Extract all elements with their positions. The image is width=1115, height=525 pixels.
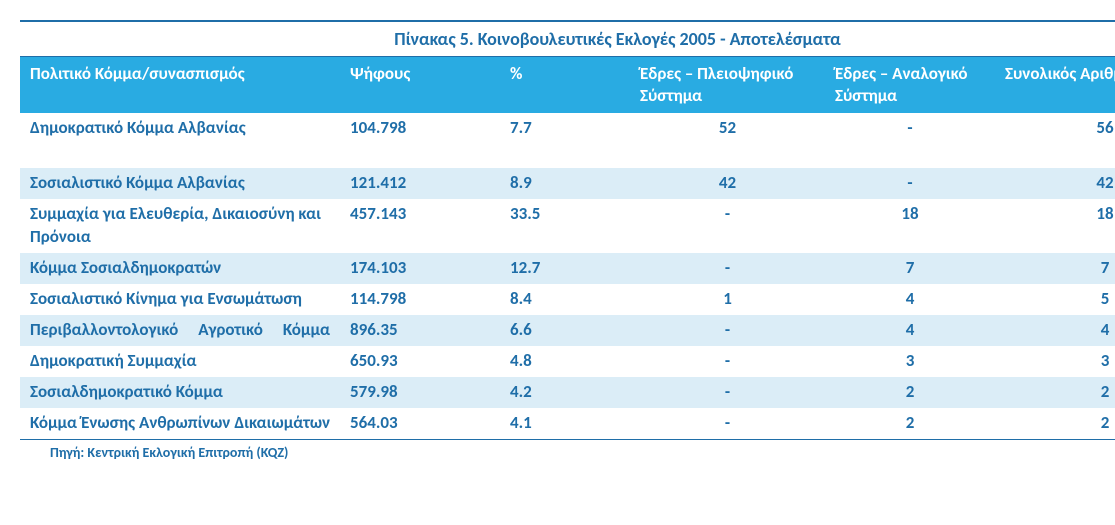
cell: 3: [995, 346, 1115, 377]
cell: 8.4: [500, 284, 630, 315]
cell: 42: [995, 168, 1115, 199]
cell: Κόμμα Σοσιαλδημοκρατών: [20, 253, 340, 284]
col-party: Πολιτικό Κόμμα/συνασπισμός: [20, 57, 340, 113]
cell: 174.103: [340, 253, 500, 284]
cell: -: [630, 315, 825, 346]
source-text: Πηγή: Κεντρική Εκλογική Επιτροπή (KQZ): [20, 439, 1115, 466]
col-percent: %: [500, 57, 630, 113]
cell: 4: [825, 315, 995, 346]
cell: 7: [995, 253, 1115, 284]
cell: Σοσιαλιστικό Κόμμα Αλβανίας: [20, 168, 340, 199]
cell: 8.9: [500, 168, 630, 199]
cell: -: [825, 168, 995, 199]
table-row: Περιβαλλοντολογικό Αγροτικό Κόμμα896.356…: [20, 315, 1115, 346]
source-row: Πηγή: Κεντρική Εκλογική Επιτροπή (KQZ): [20, 439, 1115, 466]
cell: Σοσιαλδημοκρατικό Κόμμα: [20, 377, 340, 408]
cell: 4.2: [500, 377, 630, 408]
cell: 121.412: [340, 168, 500, 199]
cell: Δημοκρατικό Κόμμα Αλβανίας: [20, 113, 340, 168]
cell: 1: [630, 284, 825, 315]
cell: 7.7: [500, 113, 630, 168]
cell: 4: [825, 284, 995, 315]
col-seats-total: Συνολικός Αριθμός Εδρών: [995, 57, 1115, 113]
cell: -: [630, 408, 825, 439]
cell: 56: [995, 113, 1115, 168]
cell: 2: [995, 408, 1115, 439]
cell: -: [630, 346, 825, 377]
cell: 2: [995, 377, 1115, 408]
cell: 3: [825, 346, 995, 377]
cell: Περιβαλλοντολογικό Αγροτικό Κόμμα: [20, 315, 340, 346]
cell: 564.03: [340, 408, 500, 439]
col-seats-prop: Έδρες – Αναλογικό Σύστημα: [825, 57, 995, 113]
cell: 42: [630, 168, 825, 199]
cell: 18: [825, 199, 995, 253]
cell: Δημοκρατική Συμμαχία: [20, 346, 340, 377]
cell: 7: [825, 253, 995, 284]
col-seats-major: Έδρες – Πλειοψηφικό Σύστημα: [630, 57, 825, 113]
cell: 114.798: [340, 284, 500, 315]
cell: Κόμμα Ένωσης Ανθρωπίνων Δικαιωμάτων: [20, 408, 340, 439]
cell: 12.7: [500, 253, 630, 284]
cell: 4: [995, 315, 1115, 346]
cell: 4.8: [500, 346, 630, 377]
table-row: Κόμμα Ένωσης Ανθρωπίνων Δικαιωμάτων564.0…: [20, 408, 1115, 439]
cell: 104.798: [340, 113, 500, 168]
election-results-table: Πίνακας 5. Κοινοβουλευτικές Εκλογές 2005…: [20, 20, 1095, 466]
table-row: Δημοκρατική Συμμαχία650.934.8-33: [20, 346, 1115, 377]
cell: 457.143: [340, 199, 500, 253]
table-row: Δημοκρατικό Κόμμα Αλβανίας104.7987.752-5…: [20, 113, 1115, 168]
cell: 5: [995, 284, 1115, 315]
cell: -: [630, 253, 825, 284]
cell: 650.93: [340, 346, 500, 377]
table-row: Κόμμα Σοσιαλδημοκρατών174.10312.7-77: [20, 253, 1115, 284]
cell: 2: [825, 377, 995, 408]
cell: 896.35: [340, 315, 500, 346]
table-row: Συμμαχία για Ελευθερία, Δικαιοσύνη και Π…: [20, 199, 1115, 253]
table-row: Σοσιαλιστικό Κόμμα Αλβανίας121.4128.942-…: [20, 168, 1115, 199]
cell: Συμμαχία για Ελευθερία, Δικαιοσύνη και Π…: [20, 199, 340, 253]
cell: -: [630, 377, 825, 408]
cell: Σοσιαλιστικό Κίνημα για Ενσωμάτωση: [20, 284, 340, 315]
cell: -: [630, 199, 825, 253]
cell: 6.6: [500, 315, 630, 346]
cell: 18: [995, 199, 1115, 253]
table-row: Σοσιαλιστικό Κίνημα για Ενσωμάτωση114.79…: [20, 284, 1115, 315]
table: Πίνακας 5. Κοινοβουλευτικές Εκλογές 2005…: [20, 20, 1115, 466]
cell: 52: [630, 113, 825, 168]
cell: 2: [825, 408, 995, 439]
table-row: Σοσιαλδημοκρατικό Κόμμα579.984.2-22: [20, 377, 1115, 408]
cell: 33.5: [500, 199, 630, 253]
col-votes: Ψήφους: [340, 57, 500, 113]
table-caption: Πίνακας 5. Κοινοβουλευτικές Εκλογές 2005…: [20, 20, 1115, 57]
cell: 579.98: [340, 377, 500, 408]
cell: 4.1: [500, 408, 630, 439]
cell: -: [825, 113, 995, 168]
header-row: Πολιτικό Κόμμα/συνασπισμός Ψήφους % Έδρε…: [20, 57, 1115, 113]
table-body: Δημοκρατικό Κόμμα Αλβανίας104.7987.752-5…: [20, 113, 1115, 439]
